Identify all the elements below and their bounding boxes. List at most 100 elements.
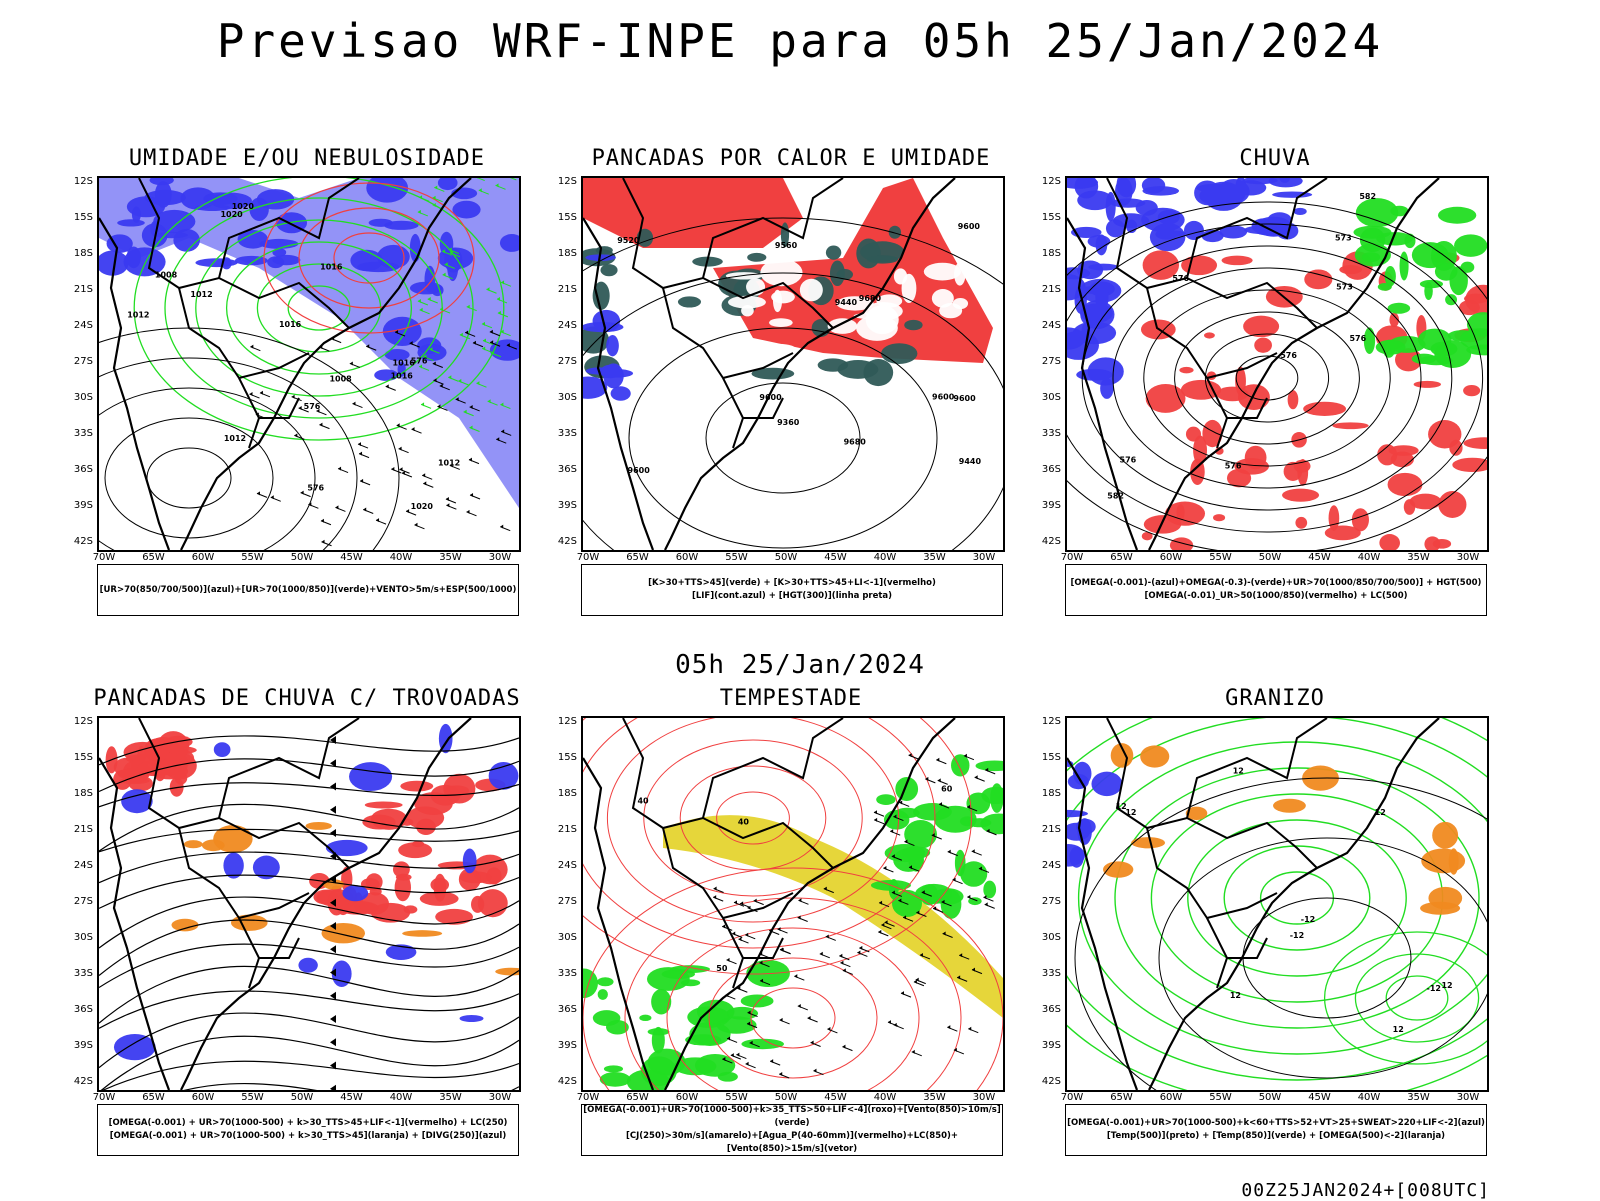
y-tick-label: 39S xyxy=(1041,1040,1061,1051)
contour-label: 1012 xyxy=(438,459,460,468)
x-tick-label: 65W xyxy=(142,1092,165,1103)
x-tick-label: 45W xyxy=(1308,552,1331,563)
x-tick-label: 30W xyxy=(488,552,512,563)
y-tick-label: 30S xyxy=(1041,932,1061,943)
contour-label: 576 xyxy=(1120,456,1137,465)
y-tick-label: 36S xyxy=(73,1004,93,1015)
panel-title: GRANIZO xyxy=(1225,686,1325,711)
x-tick-label: 45W xyxy=(824,552,847,563)
map-plot: 9560 9680 9600 9600 9600 9440 9520 9360 9440 9600… xyxy=(581,176,1005,552)
contour-label: 1008 xyxy=(155,271,178,280)
map-plot: 50 40 60 40 xyxy=(581,716,1005,1092)
x-tick-label: 50W xyxy=(1258,552,1282,563)
x-tick-label: 60W xyxy=(675,1092,699,1103)
y-tick-label: 33S xyxy=(1041,428,1061,439)
y-tick-label: 24S xyxy=(557,320,577,331)
y-tick-label: 24S xyxy=(1041,320,1061,331)
x-tick-label: 45W xyxy=(1308,1092,1331,1103)
contour-label: 40 xyxy=(738,817,750,826)
y-tick-label: 27S xyxy=(1041,896,1061,907)
y-tick-label: 12S xyxy=(1041,716,1061,727)
x-tick-label: 55W xyxy=(1209,1092,1232,1103)
x-tick-label: 40W xyxy=(389,552,413,563)
y-tick-label: 12S xyxy=(557,176,577,187)
x-tick-label: 40W xyxy=(1357,552,1381,563)
x-tick-label: 45W xyxy=(340,1092,363,1103)
x-tick-label: 70W xyxy=(1060,1092,1084,1103)
y-tick-label: 33S xyxy=(557,428,577,439)
contour-label: 1016 xyxy=(391,371,414,380)
y-tick-label: 42S xyxy=(557,1076,577,1087)
y-tick-label: 21S xyxy=(1041,824,1061,835)
contour-label: 576 xyxy=(1225,462,1242,471)
contour-label: 1012 xyxy=(190,290,212,299)
legend-box: [OMEGA(-0.001)+UR>70(1000-500)+k<60+TTS>… xyxy=(1065,1104,1487,1156)
contour-label: 1020 xyxy=(220,210,243,219)
contour-label: 12 xyxy=(1233,766,1244,775)
contour-label: 9600 xyxy=(958,222,981,231)
y-tick-label: 24S xyxy=(73,860,93,871)
contour-label: 50 xyxy=(716,964,728,973)
contour-label: 12 xyxy=(1125,808,1136,817)
y-tick-label: 21S xyxy=(1041,284,1061,295)
contour-label: 1020 xyxy=(411,502,434,511)
x-tick-label: 65W xyxy=(142,552,165,563)
contour-label: 9440 xyxy=(959,457,982,466)
contour-label: 1016 xyxy=(320,263,343,272)
contour-label: 1016 xyxy=(393,358,416,367)
y-tick-label: 21S xyxy=(73,824,93,835)
legend-text: [UR>70(850/700/500)](azul)+[UR>70(1000/8… xyxy=(99,584,517,595)
contour-label: 1016 xyxy=(279,320,302,329)
panel-title: CHUVA xyxy=(1239,146,1311,171)
legend-text: [CJ(250)>30m/s](amarelo)+[Agua_P(40-60mm… xyxy=(625,1131,959,1154)
x-tick-label: 55W xyxy=(241,552,264,563)
y-tick-label: 42S xyxy=(1041,536,1061,547)
y-tick-label: 42S xyxy=(73,536,93,547)
map-canvas: 1012 1008 1016 1020 1012 1016 1012 1008 1012 1016… xyxy=(99,178,519,550)
contour-label: 12 xyxy=(1116,802,1127,811)
x-tick-label: 70W xyxy=(92,1092,116,1103)
y-tick-label: 21S xyxy=(557,284,577,295)
panel-pancadas-calor: PANCADAS POR CALOR E UMIDADE 9560 9680 9600… xyxy=(541,146,1041,636)
contour-label: 9600 xyxy=(628,466,651,475)
legend-text: [K>30+TTS>45](verde) + [K>30+TTS>45+LI<-… xyxy=(648,578,936,588)
contour-label: 576 xyxy=(1172,274,1189,283)
x-tick-label: 70W xyxy=(576,552,600,563)
contour-label: 12 xyxy=(1375,808,1386,817)
contour-label: 12 xyxy=(1441,981,1452,990)
x-tick-label: 65W xyxy=(1110,1092,1133,1103)
legend-text: [OMEGA(-0.001)+UR>70(1000-500)+k<60+TTS>… xyxy=(1067,1118,1485,1128)
y-tick-label: 30S xyxy=(557,932,577,943)
contour-label: 582 xyxy=(1359,192,1376,201)
contour-label: 9680 xyxy=(844,437,867,446)
contour-label: -12 xyxy=(1427,984,1441,993)
panel-title: PANCADAS DE CHUVA C/ TROVOADAS xyxy=(93,686,521,711)
y-tick-label: 33S xyxy=(73,428,93,439)
y-tick-label: 15S xyxy=(557,752,577,763)
y-tick-label: 18S xyxy=(1041,248,1061,259)
y-tick-label: 30S xyxy=(73,932,93,943)
contour-label: 9440 xyxy=(835,298,858,307)
contour-label: 9520 xyxy=(617,236,640,245)
contour-label: 12 xyxy=(1230,991,1241,1000)
x-tick-label: 55W xyxy=(241,1092,264,1103)
contour-label: -12 xyxy=(1290,931,1304,940)
legend-box: [K>30+TTS>45](verde) + [K>30+TTS>45+LI<-… xyxy=(581,564,1003,616)
contour-label: 40 xyxy=(637,796,649,805)
x-tick-label: 70W xyxy=(1060,552,1084,563)
contour-label: 573 xyxy=(1335,233,1352,242)
panel-umidade: UMIDADE E/OU NEBULOSIDADE 1012 1008 1016 102… xyxy=(57,146,557,636)
x-tick-label: 65W xyxy=(626,552,649,563)
y-tick-label: 39S xyxy=(73,500,93,511)
x-tick-label: 40W xyxy=(873,552,897,563)
contour-label: 9600 xyxy=(759,393,782,402)
y-tick-label: 39S xyxy=(73,1040,93,1051)
x-tick-label: 45W xyxy=(824,1092,847,1103)
contour-label: 9600 xyxy=(932,393,955,402)
legend-text: [OMEGA(-0.001) + UR>70(1000-500) + k>30_… xyxy=(109,1131,507,1141)
y-tick-label: 36S xyxy=(1041,464,1061,475)
x-tick-label: 45W xyxy=(340,552,363,563)
panel-granizo: GRANIZO -12 -12 -12 12 12 12 12 12 12 12 12S 15S 18S 2… xyxy=(1025,686,1525,1176)
y-tick-label: 39S xyxy=(557,1040,577,1051)
y-tick-label: 36S xyxy=(557,464,577,475)
